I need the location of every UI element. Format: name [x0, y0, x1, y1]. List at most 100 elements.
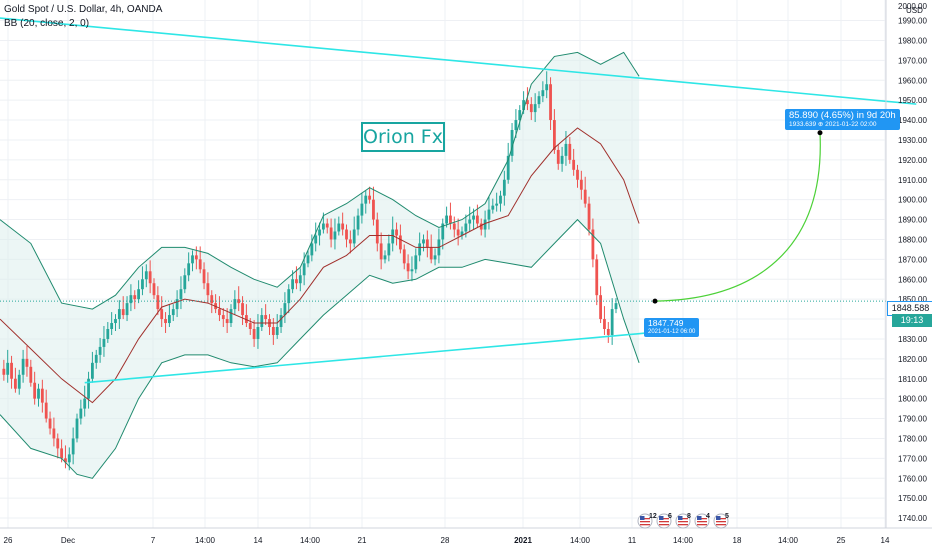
flag-stripe	[716, 518, 726, 520]
candle-body	[241, 303, 244, 316]
time-tick-label: 25	[837, 536, 846, 545]
candle-body	[137, 289, 140, 300]
candle-body	[187, 263, 191, 276]
candle-body	[114, 319, 117, 324]
flag-stripe	[697, 518, 707, 520]
candle-body	[283, 303, 287, 316]
countdown-tag: 19:13	[892, 314, 932, 327]
candle-body	[449, 215, 452, 224]
brand-watermark: Orion Fx	[361, 122, 445, 152]
candle-body	[71, 438, 75, 455]
candle-body	[91, 362, 94, 379]
candle-body	[260, 315, 264, 328]
candle-body	[499, 195, 502, 204]
projection-start-point[interactable]	[652, 298, 658, 304]
time-tick-label: 26	[4, 536, 13, 545]
candle-body	[221, 315, 225, 320]
candle-body	[322, 223, 325, 230]
price-tick-label: 1970.00	[898, 56, 927, 65]
bollinger-upper-line	[0, 51, 640, 310]
price-tick-label: 1870.00	[898, 255, 927, 264]
upper-trendline[interactable]	[0, 17, 917, 105]
candle-body	[168, 315, 171, 324]
flag-stripe	[716, 524, 726, 526]
price-tick-label: 1790.00	[898, 415, 927, 424]
candle-body	[433, 255, 437, 260]
flag-stripe	[697, 524, 707, 526]
price-tick-label: 1810.00	[898, 375, 927, 384]
candle-body	[245, 315, 248, 324]
candle-body	[210, 295, 214, 304]
price-tick-label: 1850.00	[898, 295, 927, 304]
candle-body	[117, 309, 121, 320]
projection-label-title: 85.890 (4.65%) in 9d 20h	[789, 110, 896, 121]
price-tick-label: 1780.00	[898, 434, 927, 443]
candle-body	[556, 149, 560, 164]
candle-body	[599, 295, 602, 320]
candle-body	[510, 130, 514, 156]
lower-trendline[interactable]	[84, 332, 647, 384]
candle-body	[487, 209, 491, 220]
candle-body	[87, 378, 90, 399]
candle-body	[14, 378, 17, 389]
time-tick-label: 14:00	[300, 536, 321, 545]
time-tick-label: 14:00	[195, 536, 216, 545]
time-tick-label: 14	[254, 536, 263, 545]
projection-end-point[interactable]	[817, 130, 823, 136]
time-tick-label: 14:00	[673, 536, 694, 545]
candle-body	[79, 408, 83, 419]
candle-body	[606, 329, 610, 335]
price-tick-label: 1770.00	[898, 454, 927, 463]
price-tick-label: 1940.00	[898, 116, 927, 125]
candle-body	[6, 362, 10, 375]
price-date-label[interactable]: 1847.749 2021-01-12 06:00	[644, 318, 700, 337]
candle-body	[549, 84, 552, 121]
candle-body	[425, 239, 429, 248]
candle-body	[529, 104, 533, 113]
candle-body	[399, 235, 402, 250]
candle-body	[522, 100, 525, 111]
indicator-label[interactable]: BB (20, close, 2, 0)	[4, 18, 90, 29]
candle-body	[402, 249, 406, 264]
projection-label[interactable]: 85.890 (4.65%) in 9d 20h 1933.639 ⊕ 2021…	[785, 109, 900, 130]
candle-body	[156, 295, 160, 310]
candle-body	[460, 231, 464, 236]
candle-body	[129, 295, 133, 304]
time-tick-label: 21	[358, 536, 367, 545]
flag-stripe	[678, 521, 688, 523]
candle-body	[33, 382, 37, 399]
event-badges[interactable]: 12 6 8 4 5	[637, 513, 729, 529]
candle-body	[533, 104, 537, 113]
price-label-value: 1847.749	[648, 318, 684, 328]
candle-body	[2, 368, 6, 375]
candle-body	[375, 219, 379, 244]
price-axis[interactable]: 1740.00 1750.00 1760.00 1770.00 1780.00 1790.…	[898, 2, 927, 523]
time-tick-label: 14:00	[570, 536, 591, 545]
candle-body	[395, 229, 398, 236]
price-tick-label: 1740.00	[898, 514, 927, 523]
candle-body	[325, 223, 329, 228]
candle-body	[67, 454, 71, 463]
flag-stripe	[659, 518, 669, 520]
flag-stripe	[697, 521, 707, 523]
candle-body	[383, 255, 387, 260]
candle-body	[483, 219, 487, 230]
candle-body	[591, 229, 595, 260]
candle-body	[194, 255, 198, 260]
flag-canton	[697, 516, 702, 520]
flag-stripe	[716, 521, 726, 523]
price-tick-label: 1760.00	[898, 474, 927, 483]
candle-body	[48, 418, 52, 429]
candle-body	[456, 229, 460, 236]
price-tick-label: 1920.00	[898, 156, 927, 165]
candle-body	[333, 231, 337, 240]
time-axis[interactable]: 26 Dec 7 14:00 14 14:00 21 28 2021 14:00 11 14:00 18…	[4, 536, 890, 545]
candle-body	[264, 315, 268, 320]
candle-body	[337, 223, 341, 232]
candle-body	[441, 223, 445, 240]
candle-body	[472, 215, 475, 220]
candle-body	[17, 374, 21, 389]
candle-body	[110, 323, 114, 329]
projection-curve[interactable]	[654, 132, 821, 302]
